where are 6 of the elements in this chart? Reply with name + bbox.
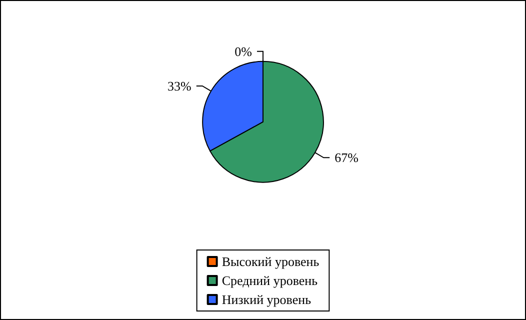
text: 0% — [234, 44, 252, 59]
legend-label: Низкий уровень — [222, 292, 312, 307]
legend-label: Средний уровень — [222, 273, 318, 288]
data-label: 33% — [168, 78, 192, 94]
legend-label: Высокий уровень — [222, 254, 320, 269]
data-label: 67% — [334, 150, 359, 166]
